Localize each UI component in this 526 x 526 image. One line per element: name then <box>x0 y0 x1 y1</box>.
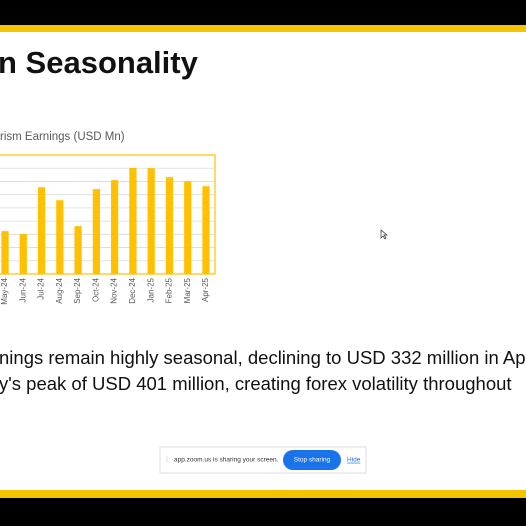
body-line: y's peak of USD 401 million, creating fo… <box>0 373 512 394</box>
bar <box>74 226 82 274</box>
x-tick-label: Mar-25 <box>183 277 192 303</box>
bar <box>202 186 210 274</box>
bar <box>19 234 27 274</box>
bar <box>92 189 100 274</box>
bar <box>56 200 64 274</box>
zoom-message: app.zoom.us is sharing your screen. <box>174 457 279 464</box>
chart: May-24 Jun-24 Jul-24 Aug-24 Sep-24 Oct-24 Nov-… <box>0 154 216 305</box>
x-tick-label: Apr-25 <box>201 277 210 302</box>
bar <box>37 187 46 274</box>
stop-sharing-label[interactable]: Stop sharing <box>294 457 331 464</box>
x-tick-label: Aug-24 <box>55 277 64 303</box>
bar <box>147 168 155 274</box>
cursor <box>380 229 388 240</box>
top-stripe <box>0 25 526 32</box>
bar <box>1 231 9 274</box>
bar <box>165 177 174 274</box>
hide-link[interactable]: Hide <box>347 457 361 464</box>
x-tick-label: Oct-24 <box>91 277 100 302</box>
plot-frame <box>0 154 216 275</box>
slide-title: n Seasonality <box>0 45 199 80</box>
bottom-stripe <box>0 490 526 498</box>
x-tick-label: Jul-24 <box>37 277 46 299</box>
x-tick-label: Jan-25 <box>146 277 155 302</box>
bar <box>111 180 119 274</box>
x-tick-label: May-24 <box>0 277 9 304</box>
x-tick-label: Nov-24 <box>110 277 119 303</box>
x-tick-label: Jun-24 <box>18 277 27 302</box>
bar <box>184 181 192 274</box>
grip: ⁞ <box>166 457 168 464</box>
x-tick-label: Sep-24 <box>73 277 82 303</box>
body-line: nings remain highly seasonal, declining … <box>0 347 526 368</box>
chart-title: rism Earnings (USD Mn) <box>0 131 125 143</box>
bar <box>129 167 137 274</box>
x-tick-label: Feb-25 <box>165 277 174 303</box>
x-tick-label: Dec-24 <box>128 277 137 303</box>
stop-sharing-button[interactable] <box>283 450 341 470</box>
